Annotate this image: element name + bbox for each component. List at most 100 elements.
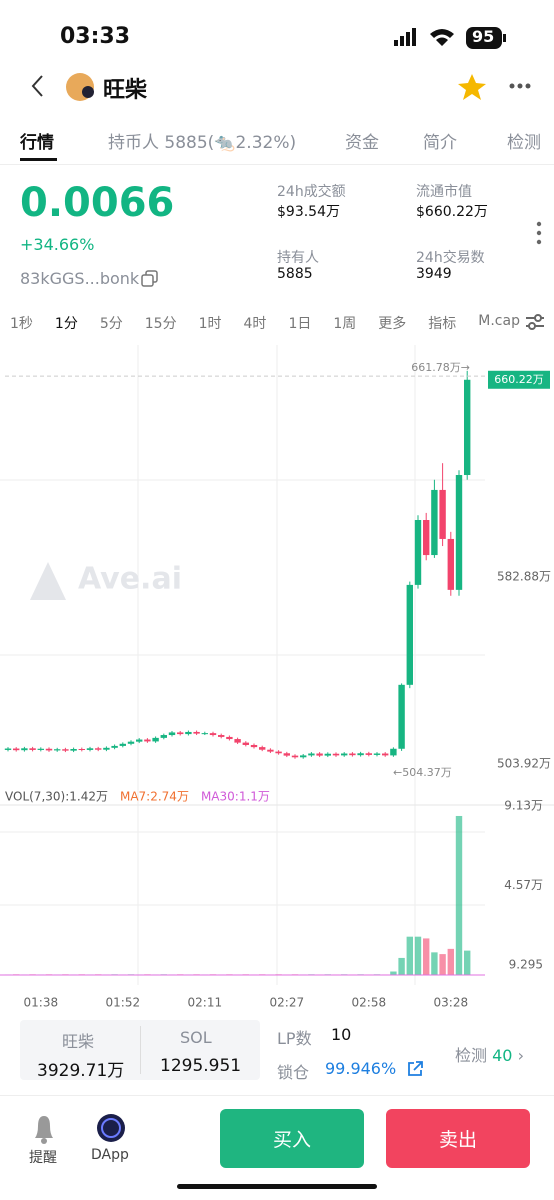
lock-value[interactable]: 99.946%	[325, 1059, 397, 1078]
volume-legend: VOL(7,30):1.42万	[5, 790, 108, 804]
volume-bar	[464, 950, 471, 975]
candle-body	[447, 538, 454, 590]
interval[interactable]: M.cap	[478, 313, 520, 329]
candle-body	[95, 748, 102, 750]
pair-label: 旺柴	[62, 1032, 95, 1051]
more-icon[interactable]	[534, 220, 544, 246]
candle-body	[21, 748, 28, 751]
pair-value: 1295.951	[160, 1056, 242, 1076]
x-tick-label: 02:58	[352, 996, 387, 1010]
volume-bar	[414, 936, 422, 975]
candle-body	[373, 753, 381, 755]
candle-body	[267, 749, 274, 752]
volume-bar	[390, 971, 397, 975]
tab[interactable]: 持币人 5885(🐀2.32%)	[108, 128, 296, 153]
x-tick-label: 02:11	[188, 996, 223, 1010]
check-label: 检测	[455, 1046, 488, 1065]
chart: Ave.ai 582.88万 503.92万 9.13万 4.57万 9.295 01:38…	[0, 345, 554, 1010]
candle-body	[29, 748, 36, 750]
candle-body	[316, 753, 323, 756]
candle-body	[86, 748, 94, 750]
volume-bar	[406, 936, 413, 975]
stat-value: 3949	[416, 266, 452, 282]
y-tick-label: 503.92万	[497, 756, 551, 770]
divider	[0, 164, 554, 165]
candle-body	[439, 489, 446, 539]
candle-body	[464, 379, 471, 476]
candle-body	[136, 739, 143, 742]
volume-legend: MA7:2.74万	[120, 790, 189, 804]
tab-icon: 🐀	[214, 133, 236, 153]
candle-body	[455, 475, 463, 590]
volume-bar	[398, 957, 405, 975]
candle-body	[54, 749, 61, 751]
tab[interactable]: 简介	[423, 133, 457, 153]
tab-indicator	[20, 158, 57, 161]
candle-body	[4, 748, 12, 750]
interval[interactable]: 指标	[428, 316, 457, 332]
settings-icon[interactable]	[524, 312, 546, 332]
lp-value: 10	[331, 1025, 352, 1044]
watermark-logo	[30, 562, 66, 600]
candle-body	[341, 753, 348, 756]
candle-body	[160, 735, 167, 738]
interval[interactable]: 15分	[144, 316, 177, 332]
interval[interactable]: 4时	[243, 316, 267, 332]
link-icon[interactable]	[406, 1060, 424, 1078]
nav-icons[interactable]	[30, 1112, 140, 1146]
candle-body	[259, 747, 266, 750]
candle-body	[127, 741, 135, 744]
battery-level: 95	[472, 27, 495, 46]
interval[interactable]: 1分	[54, 316, 78, 332]
candle-body	[398, 684, 405, 749]
candle-body	[185, 731, 192, 735]
pair-value: 3929.71万	[37, 1061, 125, 1081]
candle-body	[308, 753, 315, 756]
volume-bar	[447, 948, 454, 975]
status-icons	[394, 27, 506, 49]
interval[interactable]: 1周	[333, 316, 357, 332]
chevron: ›	[517, 1046, 524, 1065]
header-icons[interactable]	[28, 72, 548, 102]
volume-bar	[423, 938, 430, 975]
nav-dapp[interactable]: DApp	[91, 1147, 129, 1163]
volume-tick-label: 9.295	[509, 957, 543, 971]
copy-icon[interactable]	[141, 270, 159, 288]
candle-body	[78, 749, 85, 751]
candle-body	[168, 732, 176, 736]
candle-body	[152, 737, 159, 742]
candle-body	[349, 753, 356, 756]
home-indicator	[177, 1184, 377, 1189]
tab[interactable]: 资金	[345, 133, 379, 153]
current-price-label: 660.22万	[494, 373, 544, 386]
candle-body	[406, 584, 413, 685]
interval[interactable]: 1日	[288, 316, 312, 332]
volume-bar	[431, 952, 438, 975]
interval[interactable]: 更多	[378, 316, 407, 332]
sell-button[interactable]: 卖出	[386, 1109, 530, 1168]
tab-text: 持币人 5885(	[108, 133, 215, 153]
candle-body	[300, 755, 307, 758]
candle-body	[250, 744, 258, 748]
watermark: Ave.ai	[78, 562, 182, 597]
interval[interactable]: 1时	[198, 316, 222, 332]
candle-body	[45, 748, 53, 751]
pair-label: SOL	[180, 1028, 212, 1047]
candle-body	[324, 753, 331, 756]
check-link[interactable]: 检测 40 ›	[455, 1042, 524, 1066]
candle-body	[193, 731, 200, 734]
interval[interactable]: 5分	[99, 316, 123, 332]
token-title: 旺柴	[103, 78, 148, 103]
candle-body	[291, 755, 299, 758]
tab[interactable]: 行情	[20, 133, 54, 153]
tab[interactable]: 检测	[507, 133, 541, 153]
buy-button[interactable]: 买入	[220, 1109, 364, 1168]
x-tick-label: 01:52	[106, 996, 141, 1010]
interval[interactable]: 1秒	[10, 316, 33, 332]
address[interactable]: 83kGGS...bonk	[20, 269, 140, 288]
candle-body	[431, 489, 438, 556]
volume-tick-label: 4.57万	[504, 878, 543, 892]
nav-alert[interactable]: 提醒	[29, 1150, 57, 1166]
pair-divider	[140, 1026, 141, 1074]
